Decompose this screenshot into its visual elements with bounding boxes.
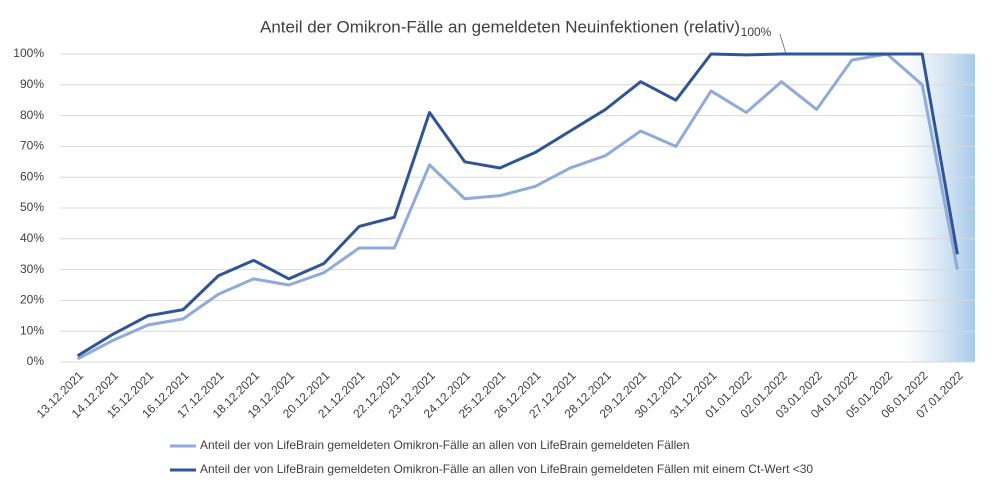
y-tick-label: 30%: [20, 262, 44, 276]
data-line: [76, 52, 959, 358]
legend-label: Anteil der von LifeBrain gemeldeten Omik…: [200, 438, 690, 452]
legend-label: Anteil der von LifeBrain gemeldeten Omik…: [200, 462, 813, 476]
y-tick-label: 60%: [20, 169, 44, 183]
chart-title: Anteil der Omikron-Fälle an gemeldeten N…: [260, 17, 740, 36]
annotation-leader: [779, 33, 787, 55]
y-tick-label: 90%: [20, 77, 44, 91]
y-tick-label: 100%: [13, 46, 44, 60]
annotation: 100%: [741, 25, 772, 39]
y-tick-label: 70%: [20, 139, 44, 153]
y-tick-label: 80%: [20, 108, 44, 122]
y-tick-label: 20%: [20, 293, 44, 307]
y-tick-label: 0%: [27, 354, 45, 368]
y-tick-label: 10%: [20, 323, 44, 337]
y-tick-label: 50%: [20, 200, 44, 214]
y-tick-label: 40%: [20, 231, 44, 245]
data-line: [76, 52, 959, 361]
